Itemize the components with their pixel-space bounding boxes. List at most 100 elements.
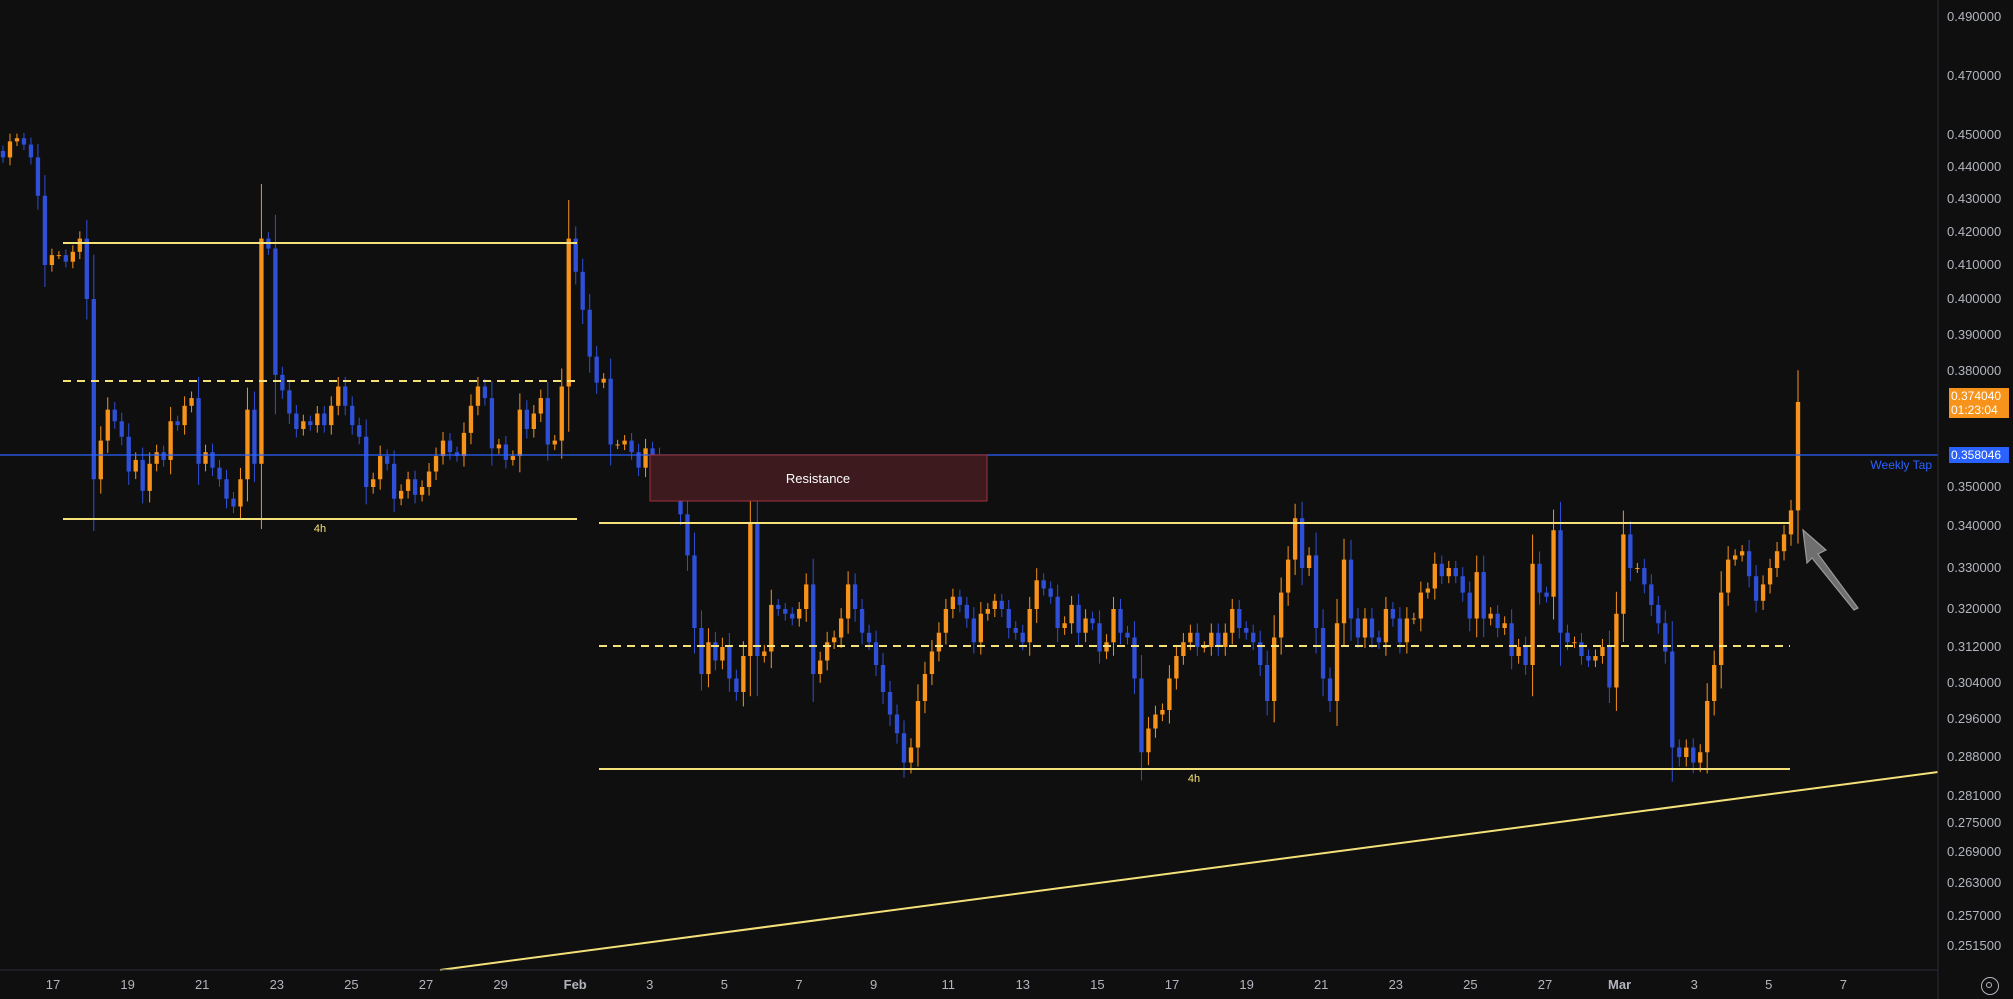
candle-body — [308, 421, 313, 426]
candle-body — [1481, 572, 1486, 619]
candle-body — [1111, 609, 1116, 643]
candle-body — [762, 651, 767, 656]
x-tick-label: 19 — [1239, 977, 1253, 992]
candle-body — [1223, 632, 1228, 647]
x-tick-label: 23 — [270, 977, 284, 992]
candle-body — [1509, 623, 1514, 656]
x-tick-label: 11 — [941, 977, 955, 992]
candle-body — [859, 609, 865, 633]
candle-body — [741, 656, 746, 692]
candle-body — [189, 398, 194, 406]
candle-body — [161, 452, 166, 460]
candle-body — [887, 692, 893, 715]
x-tick-label: 23 — [1389, 977, 1403, 992]
candle-body — [343, 386, 348, 406]
candle-body — [713, 642, 718, 661]
resistance-label: Resistance — [786, 471, 850, 486]
candle-body — [77, 238, 82, 252]
y-tick-label: 0.312000 — [1947, 639, 2001, 654]
candle-body — [377, 456, 383, 480]
candle-body — [336, 386, 341, 406]
candle-body — [1411, 618, 1417, 620]
candle-body — [818, 660, 823, 674]
y-tick-label: 0.350000 — [1947, 479, 2001, 494]
candle-body — [566, 238, 571, 387]
candle-body — [1739, 551, 1745, 556]
candle-body — [35, 157, 41, 196]
candle-body — [1439, 563, 1444, 577]
x-tick-label: 13 — [1016, 977, 1030, 992]
candle-body — [1146, 728, 1151, 753]
candle-body — [364, 436, 369, 487]
candle-body — [322, 413, 327, 426]
candle-body — [63, 255, 69, 262]
candle-body — [21, 138, 27, 145]
candle-body — [1732, 555, 1738, 560]
candle-body — [1565, 632, 1570, 643]
arrow-annotation[interactable] — [1802, 528, 1859, 611]
x-tick-label: Mar — [1608, 977, 1631, 992]
candle-body — [1760, 584, 1766, 601]
candle-body — [259, 238, 264, 464]
candle-body — [454, 452, 460, 457]
candle-body — [1230, 609, 1235, 633]
candle-body — [776, 604, 781, 609]
candle-body — [1656, 604, 1661, 624]
candle-body — [357, 425, 362, 437]
candle-body — [1670, 651, 1675, 748]
candle-body — [231, 498, 236, 507]
candle-body — [1369, 618, 1375, 638]
candle-body — [1621, 534, 1626, 614]
y-tick-label: 0.430000 — [1947, 191, 2001, 206]
candle-body — [1355, 618, 1361, 638]
candle-body — [1020, 632, 1025, 643]
gear-icon[interactable] — [1981, 977, 1999, 995]
candle-body — [391, 463, 397, 499]
candle-body — [999, 600, 1004, 609]
candle-body — [552, 440, 557, 445]
candle-body — [1600, 647, 1605, 656]
candle-body — [1272, 637, 1277, 701]
candle-body — [1285, 559, 1291, 593]
candle-body — [601, 378, 606, 383]
candle-body — [1313, 555, 1319, 628]
candle-body — [1390, 609, 1396, 619]
current-price-tag: 0.374040 01:23:04 — [1949, 388, 2009, 418]
candle-body — [510, 456, 516, 460]
candle-body — [1544, 592, 1549, 597]
candle-body — [1397, 618, 1403, 643]
ascending-trendline[interactable] — [439, 771, 1939, 971]
y-tick-label: 0.275000 — [1947, 815, 2001, 830]
candle-body — [273, 248, 278, 375]
candle-body — [1209, 632, 1214, 647]
candle-body — [1607, 647, 1612, 688]
candles — [0, 132, 1801, 782]
candle-body — [1292, 518, 1298, 560]
candle-body — [475, 386, 481, 406]
x-tick-label: 21 — [195, 977, 209, 992]
candle-body — [615, 444, 620, 446]
y-tick-label: 0.320000 — [1947, 601, 2001, 616]
candle-body — [1418, 592, 1424, 619]
candle-body — [748, 522, 753, 656]
candle-body — [1118, 609, 1123, 633]
candle-body — [1635, 568, 1640, 569]
x-tick-label: 5 — [721, 977, 728, 992]
candle-body — [7, 141, 13, 158]
candle-body — [1327, 678, 1333, 701]
y-tick-label: 0.263000 — [1947, 875, 2001, 890]
candle-body — [866, 632, 872, 643]
candle-body — [133, 459, 138, 472]
x-tick-label: 17 — [1165, 977, 1179, 992]
resistance-zone[interactable] — [649, 454, 988, 502]
candle-body — [56, 255, 62, 257]
x-tick-label: 19 — [120, 977, 134, 992]
candle-body — [126, 436, 131, 472]
candle-body — [196, 398, 201, 464]
x-tick-label: 17 — [46, 977, 60, 992]
candle-body — [587, 309, 592, 357]
candle-body — [1795, 401, 1801, 511]
candle-body — [894, 714, 900, 734]
candle-body — [1488, 613, 1493, 619]
